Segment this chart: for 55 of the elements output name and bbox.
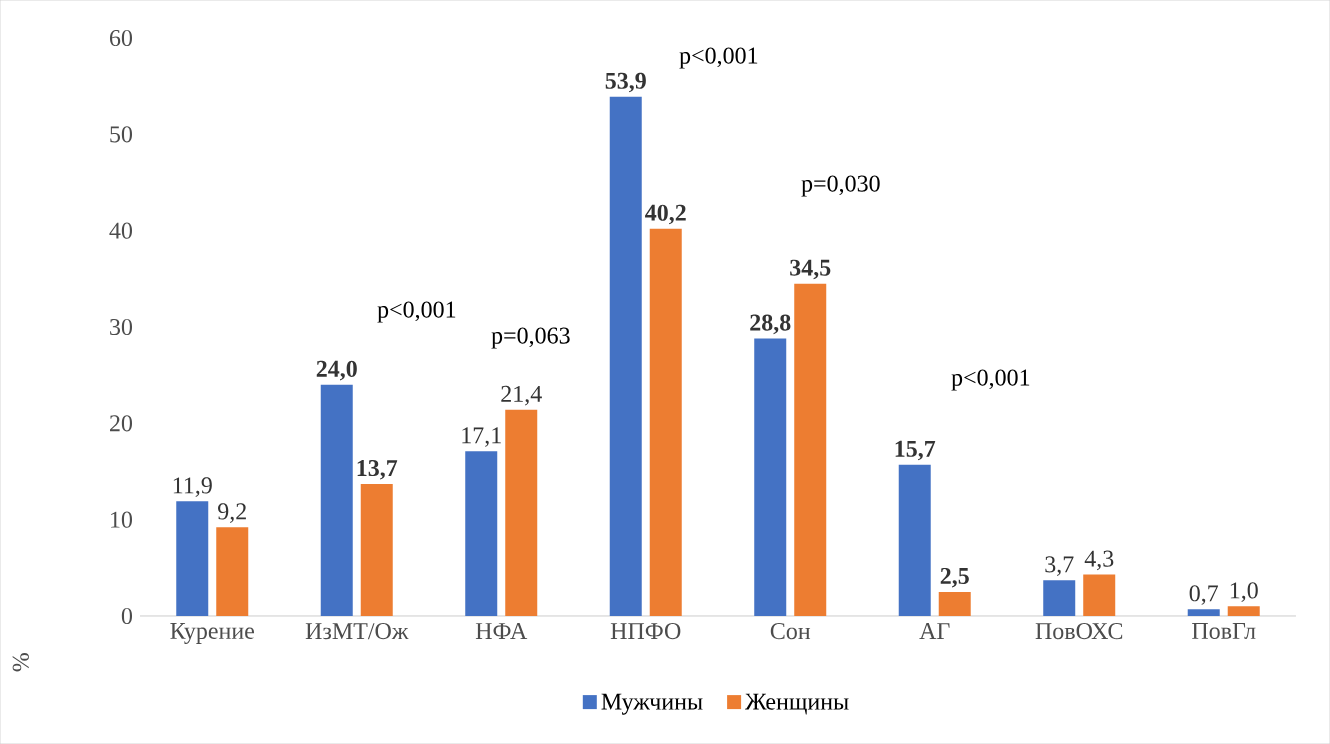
data-label: 2,5 <box>940 567 969 588</box>
bar <box>216 527 249 616</box>
y-tick-label: 0 <box>121 607 133 625</box>
x-tick-label: ИзМТ/Ож <box>305 623 409 640</box>
bar <box>938 591 971 616</box>
data-label: 24,0 <box>316 360 357 381</box>
bar <box>1083 574 1116 616</box>
y-tick-label: 30 <box>110 318 133 336</box>
x-tick-label: НПФО <box>610 623 681 640</box>
data-label: 9,2 <box>218 503 246 523</box>
data-label: 17,1 <box>462 427 501 447</box>
bar <box>609 96 642 616</box>
bar <box>794 283 827 616</box>
bar <box>176 501 209 616</box>
data-label: 34,5 <box>790 259 831 280</box>
bar <box>1043 580 1076 616</box>
y-tick-label: 40 <box>109 222 133 239</box>
y-tick-label: 60 <box>109 29 133 47</box>
annotation: p<0,001 <box>377 301 456 323</box>
data-label: 11,9 <box>173 477 212 497</box>
y-tick-label: 50 <box>110 126 133 143</box>
annotation: p=0,030 <box>801 175 880 197</box>
x-tick-label: АГ <box>919 623 950 639</box>
data-label: 4,3 <box>1084 550 1114 571</box>
bar <box>1187 609 1220 616</box>
y-tick-label: 20 <box>110 415 133 432</box>
bar <box>505 409 538 616</box>
y-axis-title: % <box>12 653 29 672</box>
legend-label: Женщины <box>745 693 849 715</box>
x-tick-label: Сон <box>770 623 811 640</box>
data-label: 13,7 <box>357 460 398 480</box>
bar <box>649 228 682 616</box>
x-tick-label: ПовОХС <box>1035 623 1123 640</box>
data-label: 15,7 <box>895 440 936 461</box>
bar <box>754 338 787 616</box>
data-label: 28,8 <box>750 314 791 335</box>
bar <box>320 384 353 616</box>
data-label: 1,0 <box>1230 582 1258 602</box>
x-tick-label: ПовГл <box>1192 623 1256 639</box>
bar <box>898 464 931 616</box>
annotation: p=0,063 <box>491 327 570 349</box>
y-tick-label: 10 <box>111 511 133 528</box>
bar <box>465 451 498 616</box>
data-label: 0,7 <box>1189 585 1219 605</box>
bar <box>360 484 393 616</box>
x-tick-label: НФА <box>475 623 528 639</box>
bar <box>1227 606 1260 616</box>
data-label: 3,7 <box>1045 556 1074 576</box>
x-tick-label: Курение <box>170 623 255 644</box>
data-label: 21,4 <box>501 385 542 406</box>
annotation: p<0,001 <box>679 47 758 69</box>
annotation: p<0,001 <box>951 369 1030 391</box>
data-label: 40,2 <box>645 204 686 225</box>
legend-label: Мужчины <box>601 693 703 715</box>
data-label: 53,9 <box>605 72 646 93</box>
